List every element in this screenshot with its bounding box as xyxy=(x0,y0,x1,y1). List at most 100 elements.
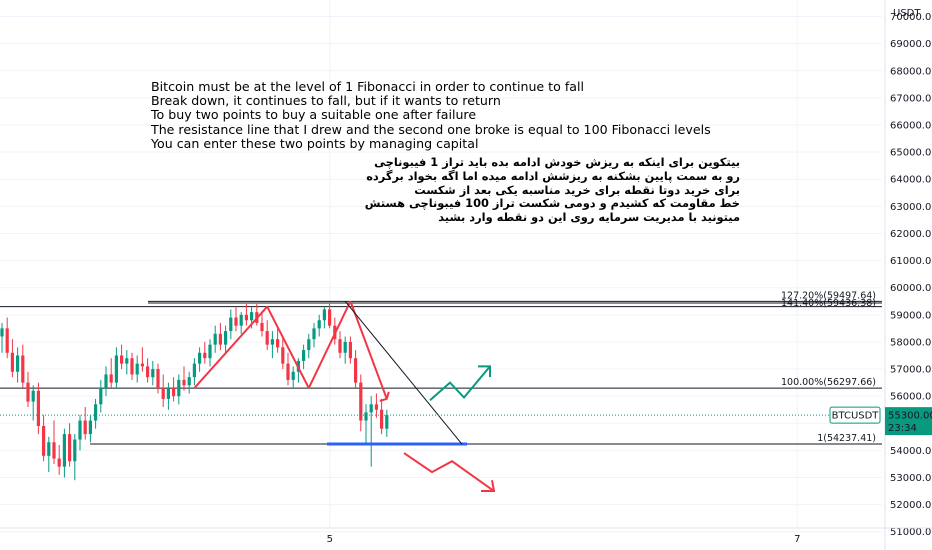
y-tick-label: 66000.00 xyxy=(890,121,932,132)
y-tick-label: 63000.00 xyxy=(890,202,932,213)
y-tick-label: 60000.00 xyxy=(890,283,932,294)
note-en-line: To buy two points to buy a suitable one … xyxy=(151,107,477,123)
candle-body xyxy=(338,339,342,353)
candle-body xyxy=(26,382,30,402)
candle-body xyxy=(21,355,25,383)
y-tick-label: 68000.00 xyxy=(890,66,932,77)
candle-body xyxy=(229,317,233,332)
y-tick-label: 54000.00 xyxy=(890,446,932,457)
drawings xyxy=(193,300,496,493)
note-fa-line: خط مقاومت که کشیدم و دومی شکست تراز 100 … xyxy=(364,196,740,211)
note-en-line: You can enter these two points by managi… xyxy=(151,135,479,151)
candle-body xyxy=(31,390,35,402)
candle-body xyxy=(239,314,243,326)
pattern-line xyxy=(349,300,388,400)
note-fa-line: بیتکوین برای اینکه به ریزش خودش ادامه بد… xyxy=(374,155,740,169)
x-tick-label: 7 xyxy=(794,534,800,545)
candle-body xyxy=(192,363,196,378)
price-tag xyxy=(885,407,932,436)
candle-body xyxy=(135,363,139,375)
note-persian: بیتکوین برای اینکه به ریزش خودش ادامه بد… xyxy=(364,155,740,225)
y-tick-label: 61000.00 xyxy=(890,256,932,267)
arrow-down-head xyxy=(481,480,496,493)
price-axis: 51000.0052000.0053000.0054000.0055000.00… xyxy=(884,0,932,550)
candle-body xyxy=(10,352,14,372)
fib-label: 100.00%(56297.66) xyxy=(781,377,876,388)
candle-body xyxy=(114,355,118,383)
candle-body xyxy=(291,371,295,380)
candle-body xyxy=(52,442,56,459)
note-en-line: The resistance line that I drew and the … xyxy=(151,121,711,137)
candle-body xyxy=(380,409,384,429)
candle-body xyxy=(42,425,46,456)
y-tick-label: 53000.00 xyxy=(890,473,932,484)
candle-body xyxy=(218,333,222,345)
candle-body xyxy=(83,420,87,435)
note-fa-line: میتونید با مدیریت سرمایه روی این دو نقطه… xyxy=(438,210,740,225)
y-tick-label: 62000.00 xyxy=(890,229,932,240)
candle-body xyxy=(250,312,254,321)
candle-body xyxy=(234,317,238,326)
candle-body xyxy=(88,420,92,435)
candle-body xyxy=(130,358,134,375)
y-tick-label: 58000.00 xyxy=(890,337,932,348)
y-tick-label: 69000.00 xyxy=(890,39,932,50)
fib-label: 141.40%(59436.38) xyxy=(781,298,876,309)
candle-body xyxy=(374,404,378,410)
candle-body xyxy=(364,412,368,421)
y-tick-label: 64000.00 xyxy=(890,175,932,186)
candle-body xyxy=(322,309,326,321)
candle-body xyxy=(244,314,248,321)
y-tick-label: 65000.00 xyxy=(890,148,932,159)
candle-body xyxy=(166,388,170,399)
candle-body xyxy=(182,379,186,386)
candle-body xyxy=(5,328,9,353)
candle-body xyxy=(146,366,150,378)
y-tick-label: 52000.00 xyxy=(890,500,932,511)
fibonacci-levels: 127.20%(59497.64)141.40%(59436.38) 100.00… xyxy=(0,290,882,445)
arrow-down xyxy=(403,452,495,492)
candle-body xyxy=(265,331,269,345)
candle-body xyxy=(369,404,373,413)
pattern-line xyxy=(193,306,268,389)
note-en-line: Break down, it continues to fall, but if… xyxy=(151,93,501,109)
fib-label: 127.20%(59497.64) xyxy=(781,290,876,301)
fib-label: 1(54237.41) xyxy=(817,433,876,444)
candle-body xyxy=(187,377,191,386)
pattern-line xyxy=(307,300,352,389)
candle-body xyxy=(125,358,129,364)
candle-body xyxy=(359,382,363,421)
y-tick-label: 70000.00 xyxy=(890,12,932,23)
time-axis: 5712:3010121412:30171921 xyxy=(0,527,932,545)
candle-body xyxy=(203,352,207,359)
candle-body xyxy=(224,331,228,345)
pattern-line xyxy=(266,306,310,389)
candle-body xyxy=(385,415,389,429)
note-english: Bitcoin must be at the level of 1 Fibona… xyxy=(151,79,751,151)
candle-body xyxy=(161,388,165,399)
arrowhead xyxy=(379,391,390,402)
candle-body xyxy=(177,379,181,397)
candle-body xyxy=(172,388,176,397)
candle-body xyxy=(317,320,321,329)
candle-body xyxy=(16,355,20,372)
candle-body xyxy=(354,358,358,383)
note-en-line: Bitcoin must be at the level of 1 Fibona… xyxy=(151,79,584,94)
candle-body xyxy=(286,363,290,380)
y-tick-label: 51000.00 xyxy=(890,527,932,538)
candle-body xyxy=(208,344,212,359)
symbol-tag xyxy=(829,406,881,424)
candle-body xyxy=(62,434,66,467)
arrow-up xyxy=(429,365,491,401)
candle-body xyxy=(73,439,77,462)
candle-body xyxy=(120,355,124,364)
price-tag-label: 55300.00 xyxy=(888,411,932,422)
candle-body xyxy=(312,328,316,340)
candle-body xyxy=(109,374,113,383)
candle-body xyxy=(78,420,82,440)
arrow-up-head xyxy=(478,365,491,378)
candle-body xyxy=(94,404,98,421)
candle-body xyxy=(36,390,40,426)
